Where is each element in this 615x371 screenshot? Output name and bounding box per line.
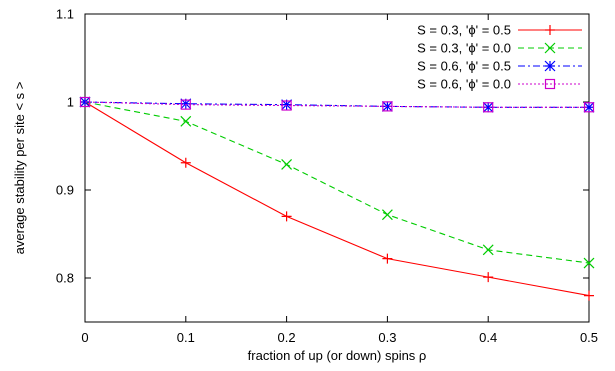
data-point bbox=[381, 209, 393, 221]
data-point bbox=[583, 102, 595, 113]
legend-entry: S = 0.3, 'ϕ' = 0.0 bbox=[417, 41, 582, 56]
data-point bbox=[281, 99, 293, 111]
data-point bbox=[483, 272, 494, 283]
axes: 0 0.1 0.2 0.3 0.4 0.5 0.8 0.9 1 1.1 bbox=[56, 7, 598, 346]
data-point bbox=[180, 115, 192, 127]
data-point bbox=[382, 253, 393, 264]
legend-entry: S = 0.3, 'ϕ' = 0.5 bbox=[417, 23, 582, 38]
legend-label: S = 0.6, 'ϕ' = 0.5 bbox=[417, 59, 511, 74]
x-tick-label: 0.1 bbox=[177, 330, 195, 345]
data-point bbox=[180, 98, 192, 110]
data-point bbox=[482, 101, 494, 113]
legend-label: S = 0.3, 'ϕ' = 0.5 bbox=[417, 23, 511, 38]
series-1 bbox=[80, 97, 594, 301]
plot-frame bbox=[84, 13, 590, 323]
y-tick-label: 1 bbox=[67, 95, 74, 110]
data-point bbox=[180, 99, 191, 110]
x-tick-label: 0.4 bbox=[479, 330, 497, 345]
series-line bbox=[84, 101, 590, 297]
series-group bbox=[79, 96, 595, 301]
legend-entry: S = 0.6, 'ϕ' = 0.0 bbox=[417, 77, 582, 92]
x-tick-label: 0.5 bbox=[580, 330, 598, 345]
data-point bbox=[482, 244, 494, 256]
data-point bbox=[483, 102, 494, 113]
data-point bbox=[381, 100, 393, 112]
data-point bbox=[281, 211, 292, 222]
legend-label: S = 0.3, 'ϕ' = 0.0 bbox=[417, 41, 511, 56]
x-tick-label: 0.2 bbox=[278, 330, 296, 345]
data-point bbox=[79, 96, 91, 108]
legend-marker bbox=[545, 25, 555, 35]
series-2 bbox=[79, 96, 595, 269]
series-line bbox=[84, 101, 590, 264]
y-tick-label: 0.9 bbox=[56, 183, 74, 198]
data-point bbox=[584, 290, 594, 301]
y-tick-label: 1.1 bbox=[56, 7, 74, 22]
legend: S = 0.3, 'ϕ' = 0.5 S = 0.3, 'ϕ' = 0.0 S = … bbox=[417, 23, 582, 92]
legend-entry: S = 0.6, 'ϕ' = 0.5 bbox=[417, 59, 582, 74]
x-axis-title: fraction of up (or down) spins ρ bbox=[248, 348, 427, 363]
series-3 bbox=[79, 96, 595, 113]
series-line bbox=[84, 101, 589, 108]
x-tick-label: 0 bbox=[81, 330, 88, 345]
legend-marker bbox=[544, 42, 556, 54]
legend-marker bbox=[544, 60, 556, 72]
data-point bbox=[583, 257, 595, 269]
y-axis-title: average stability per site < s > bbox=[12, 82, 27, 255]
legend-label: S = 0.6, 'ϕ' = 0.0 bbox=[417, 77, 511, 92]
series-4 bbox=[79, 96, 595, 113]
y-tick-label: 0.8 bbox=[56, 271, 74, 286]
x-tick-label: 0.3 bbox=[378, 330, 396, 345]
data-point bbox=[281, 100, 292, 111]
data-point bbox=[281, 159, 293, 170]
data-point bbox=[180, 157, 191, 168]
legend-marker bbox=[544, 78, 556, 90]
data-point bbox=[382, 101, 393, 112]
